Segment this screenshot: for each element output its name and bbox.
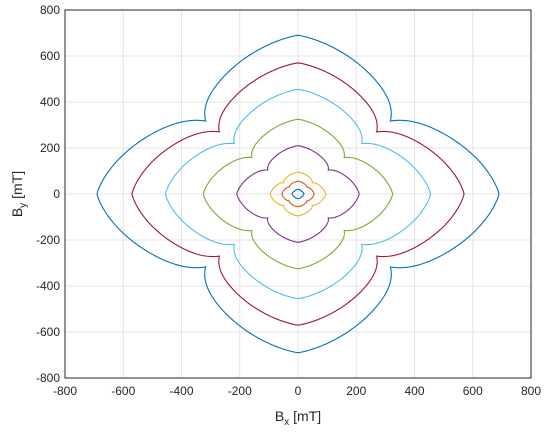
x-tick-label: 0 [295,384,302,398]
contour-line-2 [281,180,315,208]
y-axis-label: By [mT] [9,171,29,217]
y-axis-label-main: B [9,208,25,217]
grid [64,9,532,379]
y-tick-label: -200 [36,233,60,247]
x-axis-label-unit: [mT] [293,408,321,424]
contour-line-7 [131,62,465,326]
x-axis-label: Bx [mT] [275,408,321,428]
y-tick-label: 200 [40,141,60,155]
x-tick-label: -200 [228,384,252,398]
contour-line-4 [236,145,360,243]
y-tick-label: 800 [40,3,60,17]
y-tick-label: 600 [40,49,60,63]
x-tick-label: 600 [463,384,483,398]
y-tick-label: 0 [53,187,60,201]
contour-line-5 [202,118,394,270]
contour-line-1 [291,188,305,200]
y-axis-label-unit: [mT] [9,171,25,199]
y-tick-labels: -800 -600 -400 -200 0 200 400 600 800 [36,3,60,385]
contour-line-3 [269,171,327,217]
x-tick-label: 400 [404,384,424,398]
x-tick-label: -800 [53,384,77,398]
plot-series [96,34,500,354]
y-tick-label: 400 [40,95,60,109]
x-axis-label-main: B [275,408,284,424]
x-axis-label-sub: x [284,417,289,428]
x-tick-label: 200 [346,384,366,398]
x-tick-label: 800 [521,384,541,398]
y-tick-label: -800 [36,371,60,385]
contour-line-6 [164,88,432,300]
x-tick-label: -600 [111,384,135,398]
y-tick-label: -600 [36,325,60,339]
y-axis-label-sub: y [18,203,29,208]
y-tick-label: -400 [36,279,60,293]
x-tick-labels: -800 -600 -400 -200 0 200 400 600 800 [53,384,541,398]
x-tick-label: -400 [169,384,193,398]
contour-line-8 [96,34,500,354]
plot-frame [64,9,532,379]
